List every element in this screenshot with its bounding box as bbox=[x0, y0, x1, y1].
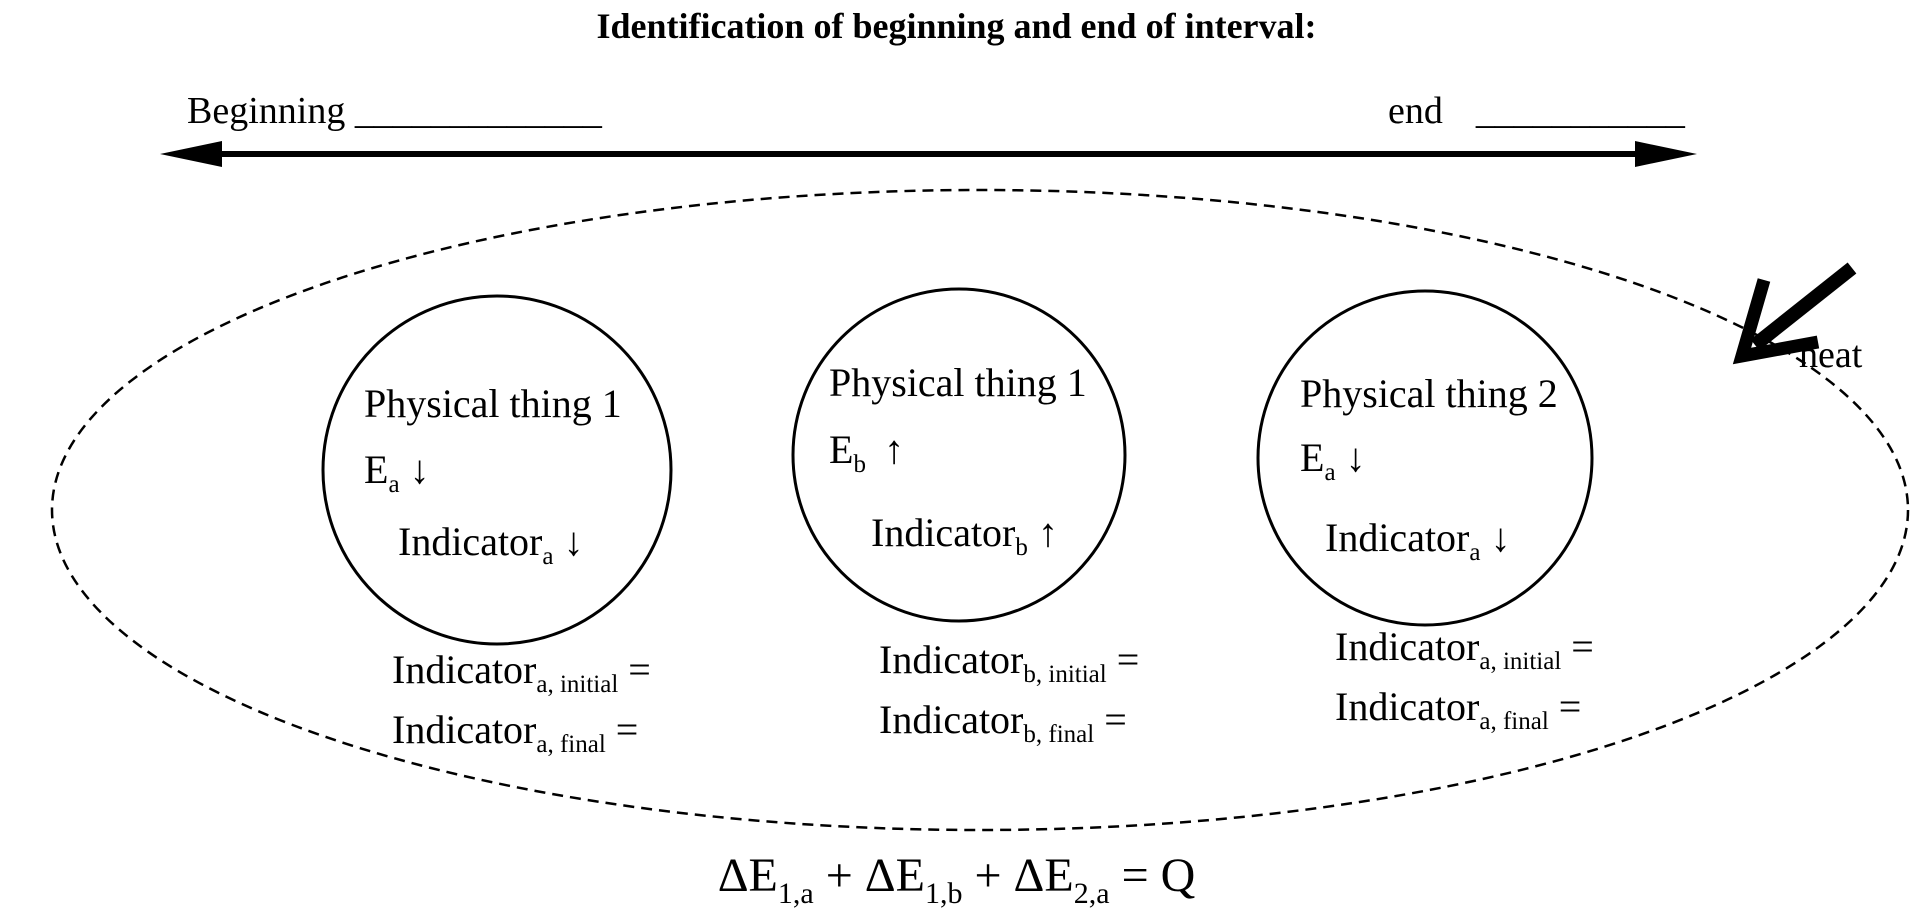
thing-1b-indicator: Indicatorb ↑ bbox=[871, 510, 1058, 561]
indicator-initial-text: Indicator bbox=[879, 637, 1024, 682]
interval-arrow-right-head bbox=[1635, 141, 1697, 167]
indicator-subscript: a bbox=[1469, 539, 1481, 566]
thing-1b-name: Physical thing 1 bbox=[829, 360, 1087, 405]
thing-2-indicator: Indicatora ↓ bbox=[1325, 515, 1511, 566]
thing-1a-name: Physical thing 1 bbox=[364, 381, 622, 426]
equals-sign: = bbox=[1106, 637, 1140, 682]
energy-symbol: E bbox=[364, 447, 389, 492]
indicator-initial-subscript: b, initial bbox=[1023, 661, 1107, 688]
energy-subscript: a bbox=[388, 471, 400, 498]
heat-label: heat bbox=[1799, 334, 1863, 376]
energy-subscript: a bbox=[1324, 459, 1336, 486]
equals-sign: = bbox=[605, 707, 639, 752]
indicator-arrow-icon: ↑ bbox=[1037, 510, 1058, 555]
thing-1b-indicator-final: Indicatorb, final = bbox=[879, 697, 1127, 748]
equation-term-1: ΔE bbox=[717, 849, 778, 902]
indicator-arrow-icon: ↓ bbox=[1490, 515, 1511, 560]
heat-arrow-head bbox=[1732, 278, 1820, 365]
system-boundary-ellipse bbox=[50, 188, 1910, 832]
energy-symbol: E bbox=[1300, 435, 1325, 480]
thing-1b-indicator-initial: Indicatorb, initial = bbox=[879, 637, 1140, 688]
indicator-subscript: b bbox=[1015, 534, 1028, 561]
beginning-label: Beginning _____________ bbox=[187, 92, 602, 130]
indicator-text: Indicator bbox=[1325, 515, 1470, 560]
energy-arrow-icon: ↓ bbox=[1345, 435, 1366, 480]
equation-subscript-3: 2,a bbox=[1073, 877, 1110, 910]
physical-thing-1b-circle bbox=[791, 287, 1127, 623]
thing-1a-indicator: Indicatora ↓ bbox=[398, 519, 584, 570]
end-label-text: end bbox=[1388, 90, 1443, 132]
indicator-text: Indicator bbox=[871, 510, 1016, 555]
beginning-label-text: Beginning bbox=[187, 90, 346, 132]
thing-1a-energy: Ea ↓ bbox=[364, 447, 430, 498]
equation-subscript-1: 1,a bbox=[777, 877, 814, 910]
indicator-final-text: Indicator bbox=[1335, 684, 1480, 729]
equation-subscript-2: 1,b bbox=[924, 877, 963, 910]
energy-subscript: b bbox=[853, 451, 866, 478]
equals-sign: = bbox=[1094, 697, 1127, 742]
thing-1a-indicator-final: Indicatora, final = bbox=[392, 707, 639, 758]
thing-2-indicator-final: Indicatora, final = bbox=[1335, 684, 1582, 735]
indicator-initial-text: Indicator bbox=[1335, 624, 1480, 669]
indicator-final-subscript: a, final bbox=[1479, 708, 1549, 735]
indicator-final-subscript: a, final bbox=[536, 731, 606, 758]
beginning-blank: _____________ bbox=[354, 90, 602, 132]
end-label: end ___________ bbox=[1388, 92, 1685, 130]
thing-1a-indicator-initial: Indicatora, initial = bbox=[392, 647, 651, 698]
diagram-title: Identification of beginning and end of i… bbox=[596, 6, 1317, 46]
thing-1b-energy: Eb ↑ bbox=[829, 427, 904, 478]
indicator-arrow-icon: ↓ bbox=[563, 519, 584, 564]
thing-2-energy: Ea ↓ bbox=[1300, 435, 1366, 486]
indicator-initial-text: Indicator bbox=[392, 647, 537, 692]
energy-equation: ΔE1,a + ΔE1,b + ΔE2,a = Q bbox=[0, 852, 1913, 909]
equals-sign: = bbox=[1561, 624, 1594, 669]
equation-term-2: + ΔE bbox=[813, 849, 925, 902]
indicator-text: Indicator bbox=[398, 519, 543, 564]
energy-arrow-icon: ↓ bbox=[409, 447, 430, 492]
physical-thing-1a-circle bbox=[321, 294, 673, 646]
end-blank: ___________ bbox=[1475, 90, 1685, 132]
interval-arrow-left-head bbox=[160, 141, 222, 167]
indicator-initial-subscript: a, initial bbox=[1479, 648, 1562, 675]
energy-arrow-icon: ↑ bbox=[883, 427, 904, 472]
equals-sign: = bbox=[618, 647, 651, 692]
indicator-final-subscript: b, final bbox=[1023, 721, 1095, 748]
equation-rhs: = Q bbox=[1109, 849, 1196, 902]
thing-2-indicator-initial: Indicatora, initial = bbox=[1335, 624, 1594, 675]
heat-arrow-shaft bbox=[1750, 262, 1857, 351]
thing-2-name: Physical thing 2 bbox=[1300, 371, 1558, 416]
indicator-subscript: a bbox=[542, 543, 554, 570]
indicator-final-text: Indicator bbox=[392, 707, 537, 752]
equals-sign: = bbox=[1548, 684, 1582, 729]
energy-symbol: E bbox=[829, 427, 854, 472]
equation-term-3: + ΔE bbox=[962, 849, 1074, 902]
indicator-final-text: Indicator bbox=[879, 697, 1024, 742]
physical-thing-2-circle bbox=[1256, 289, 1594, 627]
indicator-initial-subscript: a, initial bbox=[536, 671, 619, 698]
